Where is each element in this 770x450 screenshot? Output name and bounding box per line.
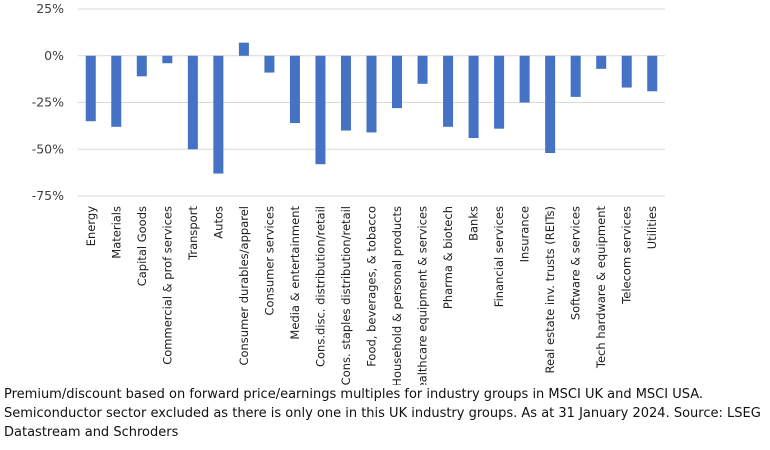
x-tick-label: Insurance [518, 206, 532, 262]
x-tick-label: Commercial & prof services [160, 206, 174, 365]
bar [187, 55, 198, 150]
y-tick-label: 0% [44, 48, 64, 63]
x-tick-label: Financial services [492, 206, 506, 307]
bar [392, 55, 403, 109]
bar [264, 55, 275, 73]
bar [545, 55, 556, 153]
bar [647, 55, 658, 92]
bar [85, 55, 96, 122]
x-tick-label: Cons. staples distribution/retail [339, 206, 353, 385]
y-tick-label: 25% [36, 1, 64, 16]
y-tick-label: -25% [32, 95, 64, 110]
x-tick-label: Cons.disc. distribution/retail [313, 206, 327, 367]
bar [468, 55, 479, 139]
bar [315, 55, 326, 165]
x-tick-label: Energy [84, 206, 98, 246]
x-tick-label: Software & services [569, 206, 583, 320]
x-tick-label: Transport [186, 206, 200, 261]
bar [162, 55, 173, 64]
bar [340, 55, 351, 131]
chart-caption: Premium/discount based on forward price/… [4, 387, 761, 440]
x-tick-label: Consumer services [262, 206, 276, 315]
x-tick-label: Media & entertainment [288, 206, 302, 340]
y-tick-label: -75% [32, 188, 64, 203]
bar-chart: 25% 0% -25% -50% -75% Energy Materials Capital … [32, 1, 665, 385]
x-tick-label: Banks [467, 206, 481, 241]
x-tick-label: Capital Goods [135, 206, 149, 286]
bar [494, 55, 505, 129]
x-tick-label: Healthcare equipment & services [416, 206, 430, 385]
x-tick-label: Real estate inv. trusts (REITs) [543, 206, 557, 373]
x-tick-label: Consumer durables/apparel [237, 206, 251, 366]
bar [289, 55, 300, 124]
bar [570, 55, 581, 97]
x-tick-label: Tech hardware & equipment [594, 206, 608, 370]
bar [238, 42, 249, 56]
bar [111, 55, 122, 127]
bar [366, 55, 377, 133]
x-tick-label: Telecom services [620, 206, 634, 305]
x-tick-label: Utilities [645, 206, 659, 249]
x-tick-label: Household & personal products [390, 206, 404, 385]
x-tick-label: Food, beverages, & tobacco [365, 206, 379, 367]
bar [213, 55, 224, 174]
bar [443, 55, 454, 127]
bar [519, 55, 530, 103]
bar [596, 55, 607, 69]
x-tick-label: Autos [211, 206, 225, 239]
bar [621, 55, 632, 88]
x-tick-label: Pharma & biotech [441, 206, 455, 309]
bar [417, 55, 428, 84]
x-tick-label: Materials [109, 206, 123, 259]
y-tick-label: -50% [32, 141, 64, 156]
bar [136, 55, 147, 77]
